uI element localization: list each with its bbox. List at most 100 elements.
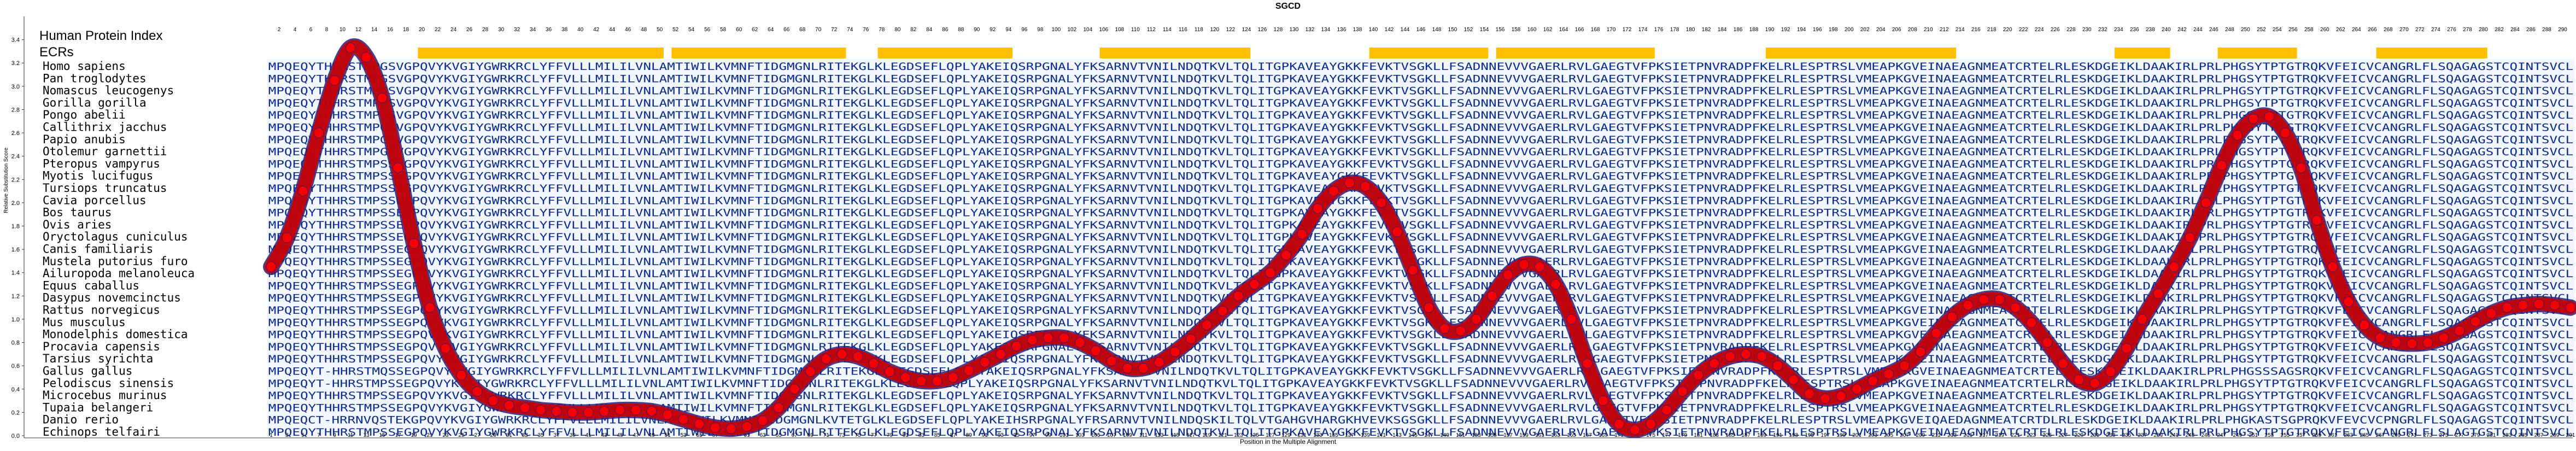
score-point	[1883, 368, 1894, 379]
human-index-tick: 24	[450, 27, 457, 33]
species-label: Pan troglodytes	[43, 72, 147, 85]
human-index-tick: 158	[1512, 27, 1521, 33]
x-tick-label: 209	[1916, 432, 1925, 438]
score-point	[1788, 374, 1799, 385]
human-index-tick: 96	[1021, 27, 1028, 33]
score-point	[2486, 308, 2497, 319]
x-tick-label: 237	[2138, 432, 2147, 438]
score-point	[1375, 197, 1386, 208]
sequence-row: MPQEQYTHHRSTMPSSEGPQVYKVGIYGWRKRCLYFFVLL…	[268, 402, 2574, 414]
human-index-tick: 10	[339, 27, 346, 33]
human-index-tick: 262	[2336, 27, 2345, 33]
score-point	[995, 349, 1006, 360]
sequence-row: MPQEQYTHHRSTMPSSEGPQVYKVGIYGWRKRCLYFFVLL…	[268, 341, 2574, 353]
score-point	[1424, 302, 1435, 313]
human-index-tick: 236	[2130, 27, 2139, 33]
human-index-tick: 82	[910, 27, 917, 33]
x-tick-label: 67	[792, 432, 798, 438]
x-tick-label: 109	[1123, 432, 1132, 438]
x-tick-label: 223	[2027, 432, 2036, 438]
human-index-tick: 160	[1527, 27, 1537, 33]
species-label: Ailuropoda melanoleuca	[43, 267, 195, 280]
human-index-tick: 208	[1908, 27, 1917, 33]
species-label: Tarsius syrichta	[43, 352, 153, 365]
score-point	[1471, 314, 1482, 325]
human-index-tick: 212	[1940, 27, 1949, 33]
human-index-tick: 94	[1005, 27, 1012, 33]
human-index-tick: 172	[1623, 27, 1632, 33]
score-point	[2359, 320, 2370, 331]
x-tick-label: 39	[570, 432, 576, 438]
x-tick-label: 205	[1884, 432, 1893, 438]
x-tick-label: 121	[1218, 432, 1227, 438]
human-index-tick: 182	[1702, 27, 1711, 33]
human-index-tick: 162	[1543, 27, 1553, 33]
human-index-tick: 12	[355, 27, 362, 33]
score-point	[1027, 335, 1038, 345]
species-label: Rattus norvegicus	[43, 303, 160, 317]
human-index-tick: 190	[1765, 27, 1775, 33]
human-index-tick: 132	[1305, 27, 1315, 33]
sequence-row: MPQEQYTHHRSTMPSSEGPQVYKVGIYGWRKRCLYFFVLL…	[268, 304, 2574, 317]
x-tick-label: 155	[1488, 432, 1497, 438]
species-label: Pelodiscus sinensis	[43, 377, 174, 390]
x-tick-label: 63	[760, 432, 766, 438]
human-index-tick: 256	[2288, 27, 2298, 33]
human-index-tick: 220	[2003, 27, 2012, 33]
x-tick-label: 159	[1519, 432, 1529, 438]
x-tick-label: 7	[317, 432, 320, 438]
score-point	[535, 405, 546, 415]
x-axis-label: Position in the Multiple Alignment	[1240, 438, 1337, 446]
score-point	[773, 402, 784, 413]
score-point	[393, 162, 403, 173]
human-index-tick: 146	[1416, 27, 1426, 33]
x-tick-label: 261	[2328, 432, 2338, 438]
human-index-tick: 196	[1813, 27, 1822, 33]
human-index-tick: 106	[1099, 27, 1109, 33]
x-tick-label: 157	[1503, 432, 1513, 438]
x-tick-label: 189	[1757, 432, 1766, 438]
x-tick-label: 229	[2074, 432, 2083, 438]
ecr-track	[418, 48, 2487, 58]
x-tick-label: 251	[2249, 432, 2258, 438]
human-index-tick: 250	[2241, 27, 2250, 33]
human-index-tick: 8	[325, 27, 329, 33]
ecr-segment	[418, 48, 664, 58]
score-point	[1169, 347, 1180, 358]
score-point	[1693, 370, 1704, 380]
human-index-tick: 68	[799, 27, 806, 33]
x-tick-label: 243	[2185, 432, 2194, 438]
score-point	[1106, 356, 1117, 367]
human-index-tick: 134	[1321, 27, 1331, 33]
species-label: Tupaia belangeri	[43, 401, 153, 414]
sequence-row: MPQEQYTHHRSTMPSSEGPQVYKVGIYGWRKRCLYFFVLL…	[268, 426, 2574, 438]
score-point	[1122, 362, 1133, 373]
score-point	[1741, 349, 1752, 360]
score-point	[567, 407, 578, 418]
x-tick-label: 119	[1202, 432, 1211, 438]
x-tick-label: 99	[1045, 432, 1052, 438]
x-tick-label: 137	[1345, 432, 1354, 438]
human-index-tick: 210	[1924, 27, 1933, 33]
x-tick-label: 249	[2233, 432, 2243, 438]
human-index-tick: 216	[1971, 27, 1981, 33]
score-point	[1503, 270, 1514, 280]
human-index-tick: 226	[2051, 27, 2060, 33]
x-tick-label: 187	[1741, 432, 1750, 438]
ecr-segment	[1369, 48, 1489, 58]
x-tick-label: 101	[1059, 432, 1069, 438]
human-index-tick: 264	[2352, 27, 2361, 33]
x-tick-label: 85	[934, 432, 941, 438]
score-point	[1661, 405, 1672, 415]
x-tick-label: 75	[855, 432, 862, 438]
y-tick-label: 0.2	[11, 409, 20, 416]
score-point	[2311, 215, 2322, 226]
species-label: Callithrix jacchus	[43, 121, 167, 134]
score-point	[297, 186, 308, 197]
x-tick-label: 171	[1614, 432, 1624, 438]
sequence-row: MPQEQYTHHRSTMPGSVGPQVYKVGIYGWRKRCLYFFVLL…	[268, 85, 2574, 97]
score-point	[947, 372, 958, 383]
score-point	[1630, 424, 1641, 435]
score-point	[2042, 337, 2053, 348]
human-index-tick: 150	[1448, 27, 1457, 33]
